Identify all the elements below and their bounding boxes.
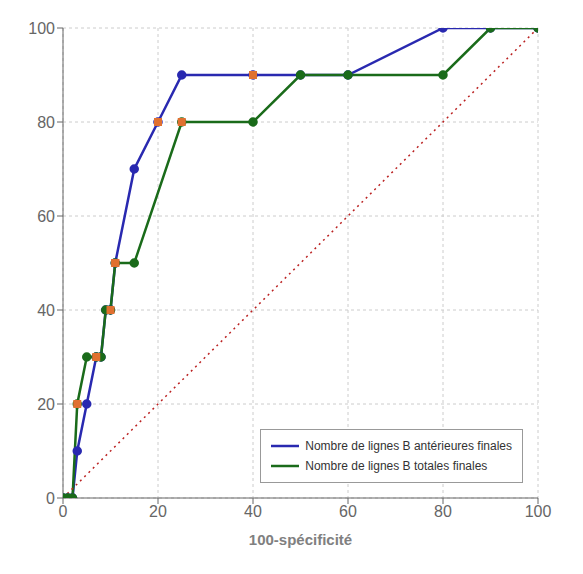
svg-text:0: 0 bbox=[46, 490, 55, 507]
svg-text:60: 60 bbox=[37, 208, 55, 225]
svg-text:100: 100 bbox=[525, 503, 552, 520]
svg-text:100-spécificité: 100-spécificité bbox=[249, 531, 352, 548]
html-text:Nombre de lignes B totales fin: Nombre de lignes B totales finales bbox=[305, 459, 488, 473]
svg-text:20: 20 bbox=[37, 396, 55, 413]
html-text:Nombre de lignes B antérieures: Nombre de lignes B antérieures finales bbox=[305, 439, 512, 453]
svg-text:60: 60 bbox=[339, 503, 357, 520]
svg-text:40: 40 bbox=[244, 503, 262, 520]
svg-text:0: 0 bbox=[59, 503, 68, 520]
svg-text:20: 20 bbox=[149, 503, 167, 520]
svg-text:40: 40 bbox=[37, 302, 55, 319]
svg-text:80: 80 bbox=[37, 114, 55, 131]
svg-text:100: 100 bbox=[28, 20, 55, 37]
svg-text:80: 80 bbox=[434, 503, 452, 520]
